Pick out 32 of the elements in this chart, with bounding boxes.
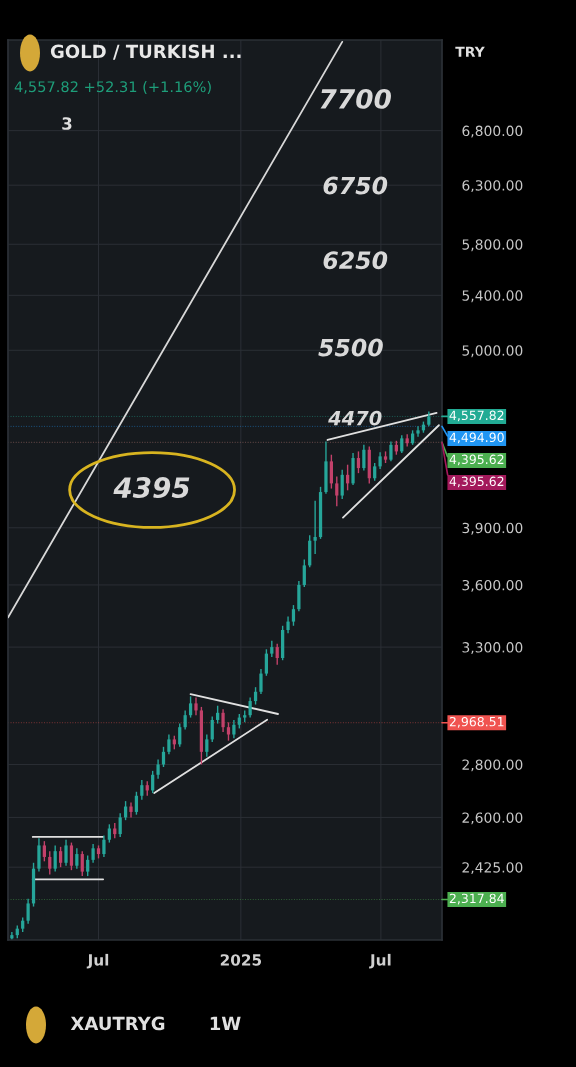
y-tick-label: 2,425.00 (462, 862, 523, 875)
text: TRY (455, 46, 485, 57)
text: XAUTRYG (70, 1016, 165, 1031)
text: 1W (210, 1016, 241, 1030)
x-tick-label: Jul (369, 953, 391, 969)
y-tick-label: 2,600.00 (462, 812, 523, 825)
y-tick-label: 3,600.00 (462, 579, 523, 592)
annotation: 3 (62, 117, 72, 130)
y-tick-label: 2,800.00 (462, 759, 523, 772)
annotation: 7700 (320, 88, 391, 109)
annotation: 4395 (113, 477, 190, 499)
x-tick-label: Jul (86, 953, 109, 969)
annotation: 6750 (323, 176, 388, 195)
chart-title: GOLD / TURKISH ... (50, 44, 241, 60)
y-tick-label: 6,300.00 (462, 180, 523, 193)
y-tick-label: 6,800.00 (462, 125, 523, 138)
ref-line-label: 2,317.84 (449, 893, 504, 905)
ref-line-label: 4,557.82 (449, 410, 504, 422)
text: 4,557.82 +52.31 (+1.16%) (14, 80, 211, 94)
legend-label: 4,494.90 (449, 432, 504, 444)
annotation: 4470 (328, 410, 382, 426)
y-tick-label: 5,400.00 (462, 290, 523, 303)
x-tick-label: 2025 (220, 954, 262, 966)
y-tick-label: 3,300.00 (462, 642, 523, 654)
ref-line-label: 2,968.51 (449, 716, 504, 728)
annotation: 5500 (318, 338, 383, 357)
y-tick-label: 5,000.00 (462, 345, 523, 358)
annotation: 6250 (323, 251, 388, 270)
y-tick-label: 5,800.00 (462, 239, 523, 252)
y-tick-label: 3,900.00 (462, 522, 523, 535)
ref-line-label: 4,395.62 (449, 454, 504, 466)
ref-line-label: 4,395.62 (449, 476, 504, 488)
